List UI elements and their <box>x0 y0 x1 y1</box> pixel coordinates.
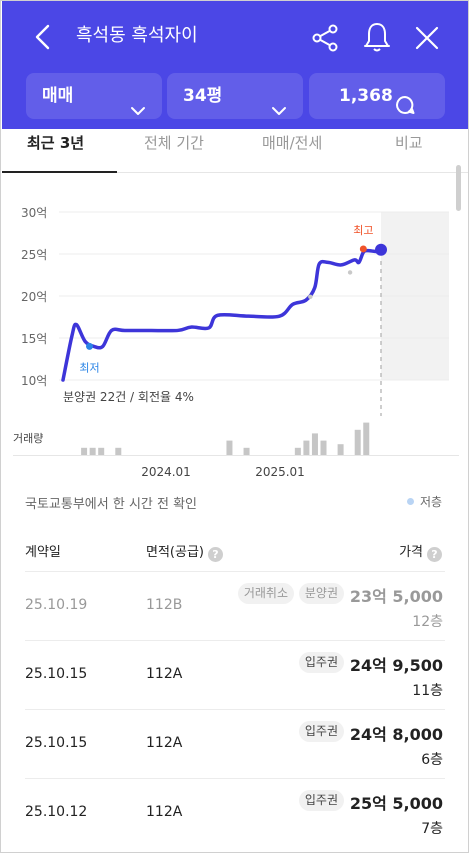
comment-count: 1,368 <box>339 86 393 106</box>
help-icon[interactable]: ? <box>427 547 442 562</box>
volume-label: 거래량 <box>13 432 43 445</box>
header-date: 계약일 <box>25 545 61 560</box>
y-tick-label: 30억 <box>21 206 47 220</box>
period-tabs: 최근 3년 전체 기간 매매/전세 비교 <box>2 129 468 173</box>
row-area: 112A <box>146 666 183 682</box>
row-date: 25.10.19 <box>25 597 88 613</box>
row-floor: 11층 <box>412 683 443 699</box>
row-area: 112B <box>146 597 183 613</box>
row-floor: 7층 <box>421 821 443 837</box>
transaction-row[interactable]: 25.10.15 112A 24억 9,500 11층 입주권 <box>25 640 445 709</box>
volume-bar <box>320 440 327 455</box>
row-badge: 거래취소 <box>237 583 294 604</box>
header-area: 면적(공급)? <box>146 541 223 562</box>
y-tick-label: 25억 <box>21 248 47 262</box>
volume-bar <box>337 444 344 455</box>
volume-bar <box>294 447 301 455</box>
chat-bubble-icon <box>395 87 415 133</box>
row-floor: 6층 <box>421 752 443 768</box>
header-price-label: 가격 <box>399 545 423 560</box>
price-line <box>61 248 383 382</box>
row-floor: 12층 <box>412 614 443 630</box>
row-price: 25억 5,000 <box>349 794 443 813</box>
row-area: 112A <box>146 804 183 820</box>
row-price: 23억 5,000 <box>349 587 443 606</box>
volume-bar <box>98 447 105 455</box>
chevron-left-icon[interactable] <box>32 23 56 51</box>
legend-low-label: 저층 <box>420 495 443 509</box>
volume-bar <box>115 447 122 455</box>
size-value: 34평 <box>183 86 223 106</box>
y-tick-label: 15억 <box>21 332 47 346</box>
source-text: 국토교통부에서 한 시간 전 확인 <box>25 497 198 512</box>
row-badge: 입주권 <box>298 790 344 811</box>
volume-bar <box>81 447 88 455</box>
share-icon[interactable] <box>310 23 340 53</box>
max-point <box>359 245 367 253</box>
header-area-label: 면적(공급) <box>146 545 204 560</box>
y-tick-label: 20억 <box>21 290 47 304</box>
header-bar: 흑석동 흑석자이 매매 34평 <box>2 1 468 129</box>
volume-bar <box>89 447 96 455</box>
trade-type-select[interactable]: 매매 <box>26 73 162 119</box>
volume-bar <box>311 433 318 455</box>
row-area: 112A <box>146 735 183 751</box>
row-date: 25.10.15 <box>25 666 88 682</box>
bell-icon[interactable] <box>362 21 392 53</box>
tab-compare[interactable]: 비교 <box>395 134 423 152</box>
low-floor-point <box>347 270 353 275</box>
transaction-row[interactable]: 25.10.12 112A 25억 5,000 7층 입주권 <box>25 778 445 847</box>
row-badge: 입주권 <box>298 652 344 673</box>
volume-bar <box>303 440 310 455</box>
row-price: 24억 8,000 <box>349 725 443 744</box>
chevron-down-icon <box>130 89 146 135</box>
divider <box>13 455 459 456</box>
y-tick-label: 10억 <box>21 374 47 388</box>
tab-recent-3y[interactable]: 최근 3년 <box>2 129 117 173</box>
scrollbar[interactable] <box>456 165 461 211</box>
tab-all-period[interactable]: 전체 기간 <box>144 134 204 152</box>
size-select[interactable]: 34평 <box>167 73 303 119</box>
volume-bar <box>243 447 250 455</box>
low-floor-point <box>308 294 313 300</box>
info-text: 분양권 22건 / 회전율 4% <box>63 390 194 404</box>
max-label: 최고 <box>353 224 373 237</box>
close-icon[interactable] <box>414 25 440 51</box>
row-badge: 분양권 <box>298 583 344 604</box>
volume-bar <box>363 422 370 455</box>
x-tick-label: 2025.01 <box>255 465 305 479</box>
low-floor-dot-icon <box>407 498 414 505</box>
trade-type-value: 매매 <box>42 86 74 106</box>
tab-sale-jeonse[interactable]: 매매/전세 <box>262 134 323 152</box>
transaction-row[interactable]: 25.10.15 112A 24억 8,000 6층 입주권 <box>25 709 445 778</box>
current-point <box>375 243 387 256</box>
transaction-row[interactable]: 25.10.19 112B 23억 5,000 12층 분양권 거래취소 <box>25 571 445 640</box>
x-tick-label: 2024.01 <box>141 465 191 479</box>
min-point <box>86 342 93 350</box>
row-price: 24억 9,500 <box>349 656 443 675</box>
row-date: 25.10.12 <box>25 804 88 820</box>
row-date: 25.10.15 <box>25 735 88 751</box>
row-badge: 입주권 <box>298 721 344 742</box>
volume-bar <box>354 429 361 455</box>
chevron-down-icon <box>271 89 287 135</box>
help-icon[interactable]: ? <box>207 547 223 562</box>
min-label: 최저 <box>79 361 99 374</box>
legend-low-floor: 저층 <box>407 493 442 510</box>
page-title: 흑석동 흑석자이 <box>76 25 198 46</box>
volume-bar <box>226 440 233 455</box>
header-price: 가격? <box>399 541 442 562</box>
comments-button[interactable]: 1,368 <box>309 73 445 119</box>
